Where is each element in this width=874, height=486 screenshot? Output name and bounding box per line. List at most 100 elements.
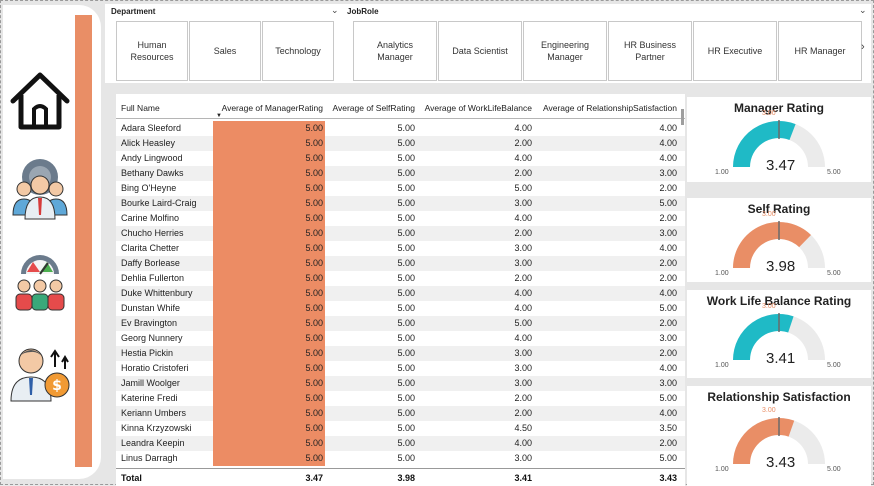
cell-full-name: Katerine Fredi [121,393,178,403]
table-row[interactable]: Daffy Borlease 5.00 5.00 3.00 2.00 [116,256,685,271]
salary-growth-icon[interactable]: $ [7,339,73,405]
table-row[interactable]: Dehlia Fullerton 5.00 5.00 2.00 2.00 [116,271,685,286]
cell-worklife-balance: 2.00 [514,168,532,178]
gauge-card[interactable]: Manager Rating 1.00 5.00 3.00 3.47 [687,97,871,182]
chevron-down-icon[interactable]: ⌄ [331,5,339,15]
gauge-max-label: 5.00 [827,169,841,176]
cell-manager-rating: 5.00 [213,211,325,226]
slicer-tile-jobrole[interactable]: Engineering Manager [523,21,607,81]
table-row[interactable]: Leandra Keepin 5.00 5.00 4.00 2.00 [116,436,685,451]
table-row[interactable]: Dunstan Whife 5.00 5.00 4.00 5.00 [116,301,685,316]
cell-relationship-satisfaction: 2.00 [659,213,677,223]
table-row[interactable]: Keriann Umbers 5.00 5.00 2.00 4.00 [116,406,685,421]
cell-worklife-balance: 4.00 [514,213,532,223]
gauge-title: Manager Rating [733,101,824,115]
table-row[interactable]: Ev Bravington 5.00 5.00 5.00 2.00 [116,316,685,331]
cell-manager-rating: 5.00 [213,286,325,301]
slicer-tile-department[interactable]: Human Resources [116,21,188,81]
cell-relationship-satisfaction: 4.00 [659,243,677,253]
cell-full-name: Leandra Keepin [121,438,185,448]
cell-relationship-satisfaction: 3.50 [659,423,677,433]
total-relationship-satisfaction: 3.43 [659,473,677,483]
gauge-value: 3.98 [766,258,796,275]
cell-worklife-balance: 2.00 [514,393,532,403]
slicer-tile-jobrole[interactable]: HR Executive [693,21,777,81]
cell-full-name: Bourke Laird-Craig [121,198,197,208]
home-icon[interactable] [7,67,73,133]
table-row[interactable]: Kinna Krzyzowski 5.00 5.00 4.50 3.50 [116,421,685,436]
slicer-tile-jobrole[interactable]: HR Manager [778,21,862,81]
table-total-row: Total 3.47 3.98 3.41 3.43 [116,468,685,486]
table-row[interactable]: Alick Heasley 5.00 5.00 2.00 4.00 [116,136,685,151]
cell-manager-rating: 5.00 [213,376,325,391]
department-slicer-header: Department ⌄ [111,5,339,16]
table-row[interactable]: Adara Sleeford 5.00 5.00 4.00 4.00 [116,121,685,136]
table-row[interactable]: Bethany Dawks 5.00 5.00 2.00 3.00 [116,166,685,181]
cell-relationship-satisfaction: 2.00 [659,183,677,193]
employee-settings-icon[interactable] [7,155,73,221]
cell-self-rating: 5.00 [397,273,415,283]
jobrole-slicer-label: JobRole [347,7,379,16]
gauge-max-label: 5.00 [827,362,841,369]
slicer-tile-jobrole[interactable]: Analytics Manager [353,21,437,81]
cell-relationship-satisfaction: 3.00 [659,228,677,238]
table-row[interactable]: Bing O'Heyne 5.00 5.00 5.00 2.00 [116,181,685,196]
cell-relationship-satisfaction: 3.00 [659,378,677,388]
cell-worklife-balance: 2.00 [514,273,532,283]
gauge-card[interactable]: Relationship Satisfaction 1.00 5.00 3.00 3.4… [687,386,871,486]
table-row[interactable]: Clarita Chetter 5.00 5.00 3.00 4.00 [116,241,685,256]
total-label: Total [121,473,142,483]
slicer-tile-department[interactable]: Sales [189,21,261,81]
table-row[interactable]: Bourke Laird-Craig 5.00 5.00 3.00 5.00 [116,196,685,211]
cell-relationship-satisfaction: 4.00 [659,363,677,373]
cell-manager-rating: 5.00 [213,436,325,451]
table-row[interactable]: Georg Nunnery 5.00 5.00 4.00 3.00 [116,331,685,346]
team-performance-icon[interactable] [7,250,73,316]
cell-manager-rating: 5.00 [213,151,325,166]
table-row[interactable]: Carine Molfino 5.00 5.00 4.00 2.00 [116,211,685,226]
table-row[interactable]: Andy Lingwood 5.00 5.00 4.00 4.00 [116,151,685,166]
cell-self-rating: 5.00 [397,288,415,298]
cell-full-name: Dunstan Whife [121,303,181,313]
table-row[interactable]: Jamill Woolger 5.00 5.00 3.00 3.00 [116,376,685,391]
cell-self-rating: 5.00 [397,453,415,463]
header-self-rating[interactable]: Average of SelfRating [332,103,415,113]
table-row[interactable]: Katerine Fredi 5.00 5.00 2.00 5.00 [116,391,685,406]
cell-relationship-satisfaction: 4.00 [659,153,677,163]
sort-descending-icon[interactable]: ▼ [216,113,222,119]
cell-relationship-satisfaction: 4.00 [659,288,677,298]
gauge-title: Relationship Satisfaction [707,390,851,404]
table-row[interactable]: Horatio Cristoferi 5.00 5.00 3.00 4.00 [116,361,685,376]
slicer-tile-jobrole[interactable]: HR Business Partner [608,21,692,81]
cell-self-rating: 5.00 [397,303,415,313]
gauge-title: Self Rating [747,202,811,216]
table-row[interactable]: Hestia Pickin 5.00 5.00 3.00 2.00 [116,346,685,361]
cell-full-name: Chucho Herries [121,228,184,238]
table-row[interactable]: Linus Darragh 5.00 5.00 3.00 5.00 [116,451,685,466]
header-manager-rating[interactable]: Average of ManagerRating [221,103,323,113]
chevron-right-icon[interactable]: › [861,41,865,53]
cell-full-name: Horatio Cristoferi [121,363,189,373]
header-worklife-balance[interactable]: Average of WorkLifeBalance [424,103,532,113]
cell-worklife-balance: 3.00 [514,348,532,358]
table-scrollbar[interactable] [681,109,684,125]
slicer-tile-jobrole[interactable]: Data Scientist [438,21,522,81]
cell-self-rating: 5.00 [397,213,415,223]
gauge-target-label: 3.00 [762,303,776,310]
header-relationship-satisfaction[interactable]: Average of RelationshipSatisfaction [542,103,677,113]
cell-worklife-balance: 5.00 [514,183,532,193]
cell-worklife-balance: 4.00 [514,303,532,313]
gauge-chart [733,120,825,167]
cell-self-rating: 5.00 [397,198,415,208]
table-row[interactable]: Chucho Herries 5.00 5.00 2.00 3.00 [116,226,685,241]
slicer-panel: Department ⌄ Human Resources Sales Techn… [105,4,871,83]
gauge-fill [733,121,796,167]
table-row[interactable]: Duke Whittenbury 5.00 5.00 4.00 4.00 [116,286,685,301]
gauge-card[interactable]: Self Rating 1.00 5.00 3.00 3.98 [687,198,871,282]
gauge-card[interactable]: Work Life Balance Rating 1.00 5.00 3.00 3.41 [687,290,871,378]
header-full-name[interactable]: Full Name [121,103,160,113]
slicer-tile-department[interactable]: Technology [262,21,334,81]
chevron-down-icon[interactable]: ⌄ [859,5,867,15]
cell-relationship-satisfaction: 3.00 [659,333,677,343]
